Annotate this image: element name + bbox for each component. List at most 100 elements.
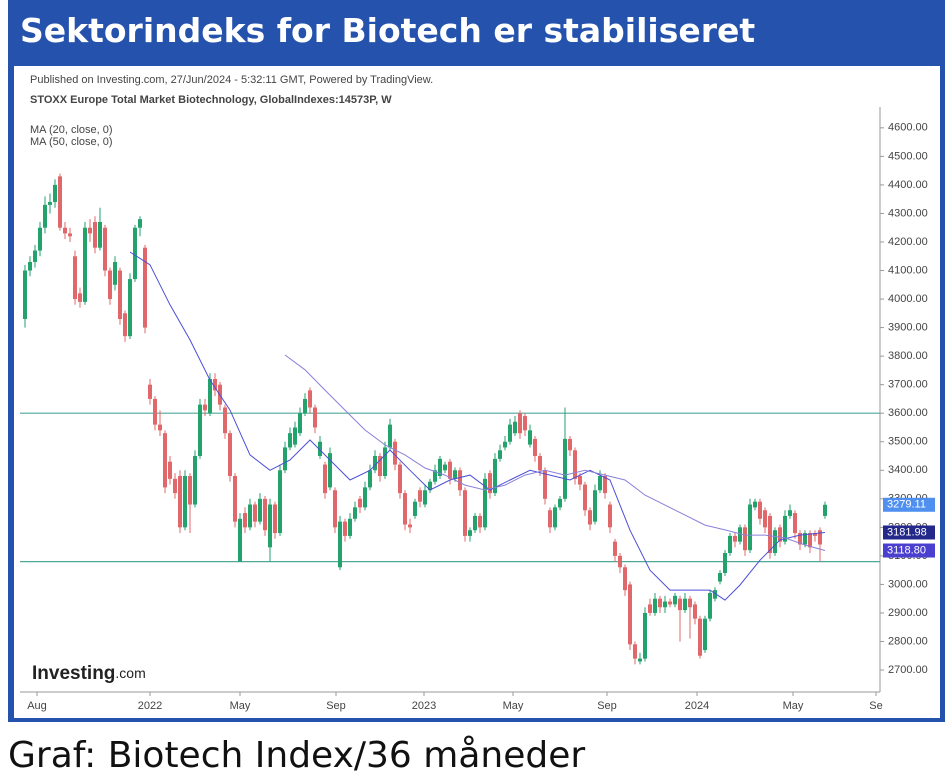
candle-body [133, 227, 137, 280]
chart-bg [14, 66, 940, 718]
candle-body [308, 390, 312, 408]
candle-body [613, 541, 617, 556]
y-tick-label: 3900.00 [888, 322, 928, 334]
y-tick-label: 2800.00 [888, 635, 928, 647]
candle-body [463, 490, 467, 536]
candle-body [473, 515, 477, 531]
candle-body [368, 470, 372, 488]
candle-body [248, 504, 252, 528]
candle-body [508, 424, 512, 442]
candle-body [568, 438, 572, 451]
candle-body [103, 227, 107, 271]
candle-body [458, 470, 462, 491]
candle-body [393, 441, 397, 465]
candle-body [493, 458, 497, 494]
candle-body [333, 490, 337, 528]
candle-body [548, 510, 552, 528]
candle-body [128, 279, 132, 337]
price-label-box [883, 497, 935, 512]
candle-body [73, 256, 77, 300]
candle-body [748, 504, 752, 551]
candle-body [293, 427, 297, 445]
ma-line [284, 354, 826, 551]
candle-body [428, 481, 432, 491]
candle-body [168, 461, 172, 479]
candle-body [483, 478, 487, 528]
chart: Published on Investing.com, 27/Jun/2024 … [14, 66, 940, 718]
candle-body [588, 510, 592, 525]
candle-body [278, 470, 282, 534]
candle-body [88, 227, 92, 234]
candle-body [253, 504, 257, 522]
candle-body [763, 510, 767, 528]
y-tick-label: 4600.00 [888, 122, 928, 134]
candle-body [738, 527, 742, 542]
candle-body [543, 470, 547, 499]
candle-body [388, 424, 392, 448]
candle-body [98, 222, 102, 248]
candle-body [663, 601, 667, 608]
x-tick-label: Se [869, 700, 882, 712]
candle-body [398, 464, 402, 494]
candle-body [33, 250, 37, 262]
candle-body [783, 515, 787, 542]
candle-body [653, 598, 657, 613]
candle-body [778, 527, 782, 542]
candle-body [258, 498, 262, 522]
candle-body [558, 498, 562, 508]
y-tick-label: 3000.00 [888, 578, 928, 590]
candle-body [733, 535, 737, 542]
x-tick-label: 2023 [412, 700, 436, 712]
candle-body [233, 475, 237, 522]
candle-body [423, 490, 427, 505]
candle-body [498, 450, 502, 459]
y-tick-label: 4200.00 [888, 236, 928, 248]
candle-body [163, 433, 167, 488]
published: Published on Investing.com, 27/Jun/2024 … [30, 74, 433, 86]
logo-name: Investing [32, 663, 115, 684]
subtitle: STOXX Europe Total Market Biotechnology,… [30, 94, 392, 106]
candle-body [528, 430, 532, 445]
candle-body [718, 573, 722, 582]
candle-body [538, 456, 542, 471]
candle-body [188, 475, 192, 505]
x-tick-label: May [783, 700, 804, 712]
candle-body [418, 490, 422, 502]
y-tick-label: 2700.00 [888, 664, 928, 676]
caption: Graf: Biotech Index/36 måneder [8, 735, 586, 776]
candle-body [773, 530, 777, 554]
candle-body [143, 247, 147, 328]
candle-body [108, 270, 112, 300]
candle-body [403, 493, 407, 525]
logo-suffix: .com [115, 665, 145, 681]
candle-body [298, 413, 302, 434]
candle-body [488, 473, 492, 494]
candle-body [313, 407, 317, 428]
candle-body [113, 261, 117, 285]
x-tick-label: Aug [27, 700, 47, 712]
candle-body [378, 456, 382, 476]
logo: Investing.com [32, 663, 146, 684]
candle-body [213, 378, 217, 391]
candle-body [688, 598, 692, 608]
y-tick-label: 3700.00 [888, 379, 928, 391]
candle-body [573, 450, 577, 479]
candle-body [263, 498, 267, 531]
candle-body [818, 530, 822, 545]
price-label: 3118.80 [887, 544, 926, 556]
candle-body [78, 293, 82, 302]
y-tick-label: 4100.00 [888, 264, 928, 276]
candle-body [203, 404, 207, 411]
candle-body [443, 464, 447, 471]
header-title: Sektorindeks for Biotech er stabiliseret [8, 0, 945, 62]
candle-body [553, 507, 557, 528]
candle-body [408, 524, 412, 528]
price-label: 3279.11 [887, 499, 926, 511]
candle-body [343, 521, 347, 536]
y-tick-label: 4300.00 [888, 207, 928, 219]
candle-body [468, 530, 472, 536]
candle-body [803, 533, 807, 545]
price-label: 3181.98 [887, 526, 927, 538]
candle-body [353, 507, 357, 519]
